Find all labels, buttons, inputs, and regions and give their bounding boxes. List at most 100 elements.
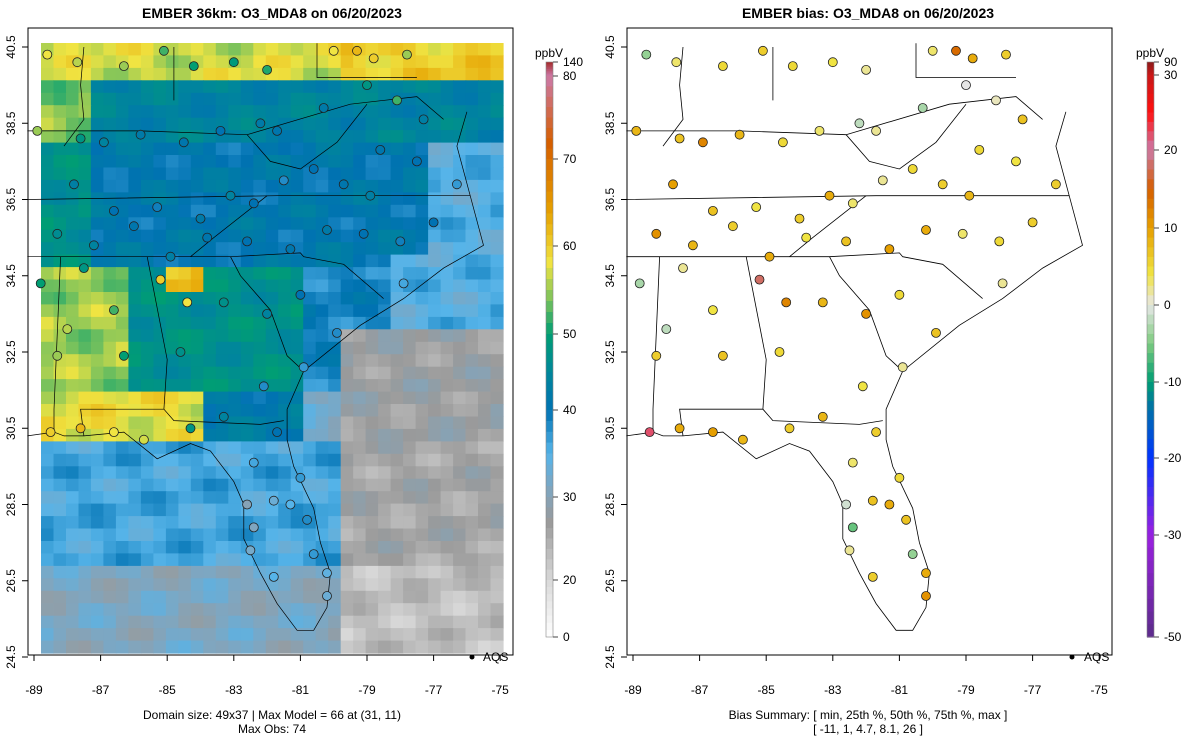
model-grid-cell xyxy=(428,254,442,268)
model-grid-cell xyxy=(378,628,392,642)
station-marker xyxy=(884,499,895,510)
model-grid-cell xyxy=(203,167,217,181)
model-grid-cell xyxy=(478,615,492,629)
model-grid-cell xyxy=(66,478,80,492)
model-grid-cell xyxy=(103,578,117,592)
model-grid-cell xyxy=(41,341,55,355)
model-grid-cell xyxy=(115,428,129,442)
colorbar-segment xyxy=(546,381,553,392)
colorbar-segment xyxy=(1147,256,1154,268)
model-grid-cell xyxy=(340,640,354,654)
model-grid-cell xyxy=(290,404,304,417)
model-grid-cell xyxy=(53,441,67,455)
model-grid-cell xyxy=(265,179,279,193)
model-grid-cell xyxy=(340,341,354,355)
model-grid-cell xyxy=(403,503,417,517)
model-grid-cell xyxy=(403,416,417,430)
station-marker xyxy=(375,144,386,155)
station-marker xyxy=(674,133,685,144)
model-grid-cell xyxy=(440,354,454,368)
model-grid-cell xyxy=(115,105,129,119)
model-grid-cell xyxy=(265,441,279,455)
model-grid-cell xyxy=(253,615,267,629)
model-grid-cell xyxy=(215,516,229,530)
colorbar-segment xyxy=(546,138,553,150)
model-grid-cell xyxy=(328,466,342,480)
model-grid-cell xyxy=(153,105,167,119)
colorbar-segment xyxy=(1147,237,1154,248)
model-grid-cell xyxy=(66,117,80,131)
model-grid-cell xyxy=(240,43,254,56)
model-grid-cell xyxy=(328,428,342,442)
model-grid-cell xyxy=(290,142,304,156)
model-grid-cell xyxy=(178,379,192,393)
model-grid-cell xyxy=(153,541,167,554)
model-grid-cell xyxy=(440,279,454,293)
model-grid-cell xyxy=(428,404,442,417)
model-grid-cell xyxy=(365,155,379,168)
model-grid-cell xyxy=(128,229,142,243)
model-grid-cell xyxy=(315,640,329,654)
model-grid-cell xyxy=(215,179,229,193)
model-grid-cell xyxy=(378,192,392,206)
model-grid-cell xyxy=(365,67,379,81)
colorbar-segment xyxy=(546,569,553,581)
model-grid-cell xyxy=(365,43,379,56)
model-grid-cell xyxy=(190,453,204,467)
model-grid-cell xyxy=(203,217,217,231)
model-grid-cell xyxy=(103,615,117,629)
model-grid-cell xyxy=(290,640,304,654)
right-legend-dot xyxy=(1069,654,1075,660)
model-grid-cell xyxy=(53,167,67,181)
model-grid-cell xyxy=(78,478,92,492)
station-marker xyxy=(195,213,206,224)
station-marker xyxy=(708,205,718,216)
model-grid-cell xyxy=(403,142,417,156)
model-grid-cell xyxy=(215,603,229,617)
model-grid-cell xyxy=(278,267,292,281)
model-grid-cell xyxy=(253,229,267,243)
model-grid-cell xyxy=(178,242,192,256)
model-grid-cell xyxy=(303,254,317,268)
model-grid-cell xyxy=(228,304,242,318)
model-grid-cell xyxy=(265,92,279,106)
model-grid-cell xyxy=(465,254,479,268)
model-grid-cell xyxy=(90,229,104,243)
station-marker xyxy=(708,427,718,438)
model-grid-cell xyxy=(265,528,279,542)
model-grid-cell xyxy=(240,105,254,119)
model-grid-cell xyxy=(453,229,467,243)
model-grid-cell xyxy=(390,316,404,330)
model-grid-cell xyxy=(403,179,417,193)
colorbar-segment xyxy=(546,442,553,455)
model-grid-cell xyxy=(303,615,317,629)
model-grid-cell xyxy=(478,279,492,293)
station-marker xyxy=(262,65,273,75)
model-grid-cell xyxy=(53,640,67,654)
model-grid-cell xyxy=(240,179,254,193)
model-grid-cell xyxy=(465,503,479,517)
station-marker xyxy=(362,80,372,90)
model-grid-cell xyxy=(115,628,129,642)
colorbar-segment xyxy=(1147,458,1154,469)
model-grid-cell xyxy=(53,254,67,268)
model-grid-cell xyxy=(153,229,167,243)
model-grid-cell xyxy=(103,553,117,567)
model-grid-cell xyxy=(66,590,80,604)
model-grid-cell xyxy=(165,304,179,318)
model-grid-cell xyxy=(215,80,229,94)
model-grid-cell xyxy=(228,428,242,442)
model-grid-cell xyxy=(490,304,504,318)
model-grid-cell xyxy=(490,43,504,56)
model-grid-cell xyxy=(240,441,254,455)
model-grid-cell xyxy=(140,67,154,81)
model-grid-cell xyxy=(340,516,354,530)
model-grid-cell xyxy=(490,155,504,168)
model-grid-cell xyxy=(128,80,142,94)
model-grid-cell xyxy=(115,43,129,56)
model-grid-cell xyxy=(378,329,392,343)
model-grid-cell xyxy=(390,366,404,380)
station-marker xyxy=(175,347,186,357)
model-grid-cell xyxy=(490,105,504,119)
model-grid-cell xyxy=(478,55,492,69)
